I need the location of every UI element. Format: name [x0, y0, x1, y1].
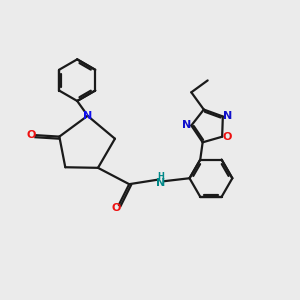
Text: O: O: [222, 132, 232, 142]
Text: N: N: [223, 111, 232, 121]
Text: O: O: [111, 203, 121, 213]
Text: N: N: [83, 111, 92, 121]
Text: N: N: [156, 178, 165, 188]
Text: O: O: [26, 130, 36, 140]
Text: N: N: [182, 120, 191, 130]
Text: H: H: [157, 172, 164, 181]
